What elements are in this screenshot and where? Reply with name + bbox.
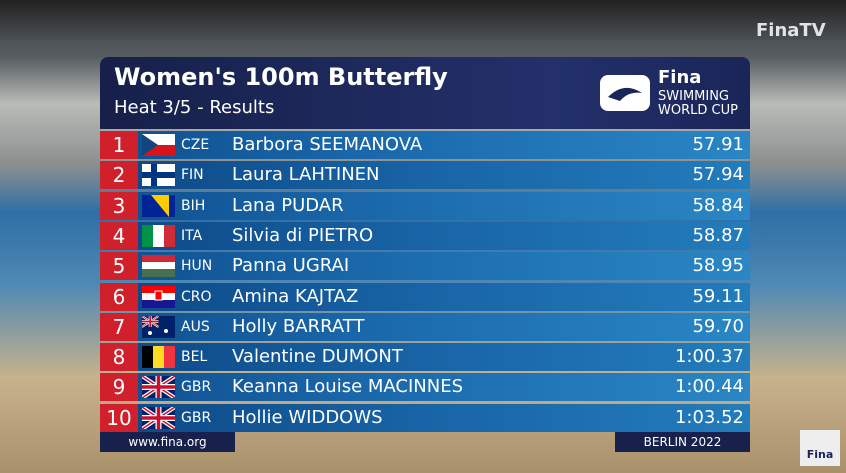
time: 59.11 bbox=[692, 285, 744, 307]
country-code: AUS bbox=[181, 318, 210, 335]
swimmer-name: Panna UGRAI bbox=[232, 255, 350, 277]
rank: 7 bbox=[100, 312, 138, 341]
time: 1:00.37 bbox=[674, 346, 744, 368]
rank: 10 bbox=[100, 403, 138, 432]
title: Women's 100m Butterfly bbox=[114, 63, 448, 91]
roof bbox=[0, 0, 846, 40]
flag bbox=[141, 314, 175, 342]
time: 59.70 bbox=[692, 315, 744, 337]
result-row: 10 GBR Hollie WIDDOWS 1:03.52 bbox=[100, 403, 750, 433]
result-row: 5 HUN Panna UGRAI 58.95 bbox=[100, 252, 750, 281]
logo-icon bbox=[600, 75, 650, 111]
subtitle: Heat 3/5 - Results bbox=[114, 97, 275, 118]
rank: 9 bbox=[100, 373, 138, 402]
result-row: 9 GBR Keanna Louise MACINNES 1:00.44 bbox=[100, 373, 750, 402]
rank: 4 bbox=[100, 221, 138, 250]
flag bbox=[140, 405, 177, 433]
rank: 6 bbox=[100, 282, 138, 311]
swimmer-name: Lana PUDAR bbox=[232, 194, 344, 216]
flag bbox=[142, 285, 175, 312]
flag bbox=[142, 164, 175, 190]
country-code: ITA bbox=[181, 227, 203, 244]
result-row: 7 AUS Holly BARRATT 59.70 bbox=[100, 312, 750, 342]
time: 57.94 bbox=[692, 164, 744, 186]
swimmer-name: Silvia di PIETRO bbox=[232, 224, 374, 246]
time: 1:03.52 bbox=[674, 406, 744, 428]
time: 58.87 bbox=[692, 224, 744, 246]
flag bbox=[140, 374, 177, 402]
result-row: 8 BEL Valentine DUMONT 1:00.37 bbox=[100, 343, 750, 372]
flag bbox=[142, 134, 175, 160]
time: 58.95 bbox=[692, 255, 744, 277]
time: 1:00.44 bbox=[674, 376, 744, 398]
swimmer-name: Amina KAJTAZ bbox=[232, 285, 359, 307]
logo-brand: Fina bbox=[658, 67, 702, 88]
country-code: GBR bbox=[181, 409, 212, 426]
website: www.fina.org bbox=[100, 432, 235, 452]
rank: 1 bbox=[100, 131, 138, 159]
rank: 5 bbox=[100, 252, 138, 281]
swimmer-name: Keanna Louise MACINNES bbox=[232, 376, 464, 398]
result-row: 6 CRO Amina KAJTAZ 59.11 bbox=[100, 282, 750, 312]
swimmer-name: Barbora SEEMANOVA bbox=[232, 134, 423, 155]
watermark: FinaTV bbox=[756, 20, 826, 41]
country-code: CZE bbox=[181, 137, 210, 153]
country-code: CRO bbox=[181, 288, 212, 305]
rank: 3 bbox=[100, 191, 138, 220]
corner-logo: Fina bbox=[800, 430, 840, 466]
country-code: BEL bbox=[181, 349, 208, 366]
results-panel: Women's 100m Butterfly Heat 3/5 - Result… bbox=[100, 57, 750, 452]
result-row: 4 ITA Silvia di PIETRO 58.87 bbox=[100, 221, 750, 251]
flag bbox=[142, 224, 175, 251]
swimmer-name: Hollie WIDDOWS bbox=[232, 406, 383, 428]
rank: 2 bbox=[100, 161, 138, 190]
result-row: 3 BIH Lana PUDAR 58.84 bbox=[100, 191, 750, 221]
rank: 8 bbox=[100, 343, 138, 372]
swimmer-name: Holly BARRATT bbox=[232, 315, 365, 337]
result-row: 1 CZE Barbora SEEMANOVA 57.91 bbox=[100, 131, 750, 159]
flag bbox=[142, 194, 175, 221]
country-code: FIN bbox=[181, 167, 204, 184]
time: 57.91 bbox=[692, 134, 744, 155]
country-code: HUN bbox=[181, 258, 213, 275]
header: Women's 100m Butterfly Heat 3/5 - Result… bbox=[100, 57, 750, 129]
flag bbox=[142, 346, 175, 372]
swimmer-name: Valentine DUMONT bbox=[232, 346, 403, 368]
logo-line: WORLD CUP bbox=[658, 103, 738, 118]
time: 58.84 bbox=[692, 194, 744, 216]
result-row: 2 FIN Laura LAHTINEN 57.94 bbox=[100, 161, 750, 190]
country-code: GBR bbox=[181, 379, 212, 396]
location: BERLIN 2022 bbox=[615, 432, 750, 452]
country-code: BIH bbox=[181, 197, 206, 214]
logo-line: SWIMMING bbox=[658, 89, 730, 104]
flag bbox=[142, 255, 175, 281]
logo: Fina SWIMMING WORLD CUP bbox=[598, 67, 738, 123]
results: 1 CZE Barbora SEEMANOVA 57.91 2 FIN Laura LAHT… bbox=[100, 131, 750, 433]
swimmer-name: Laura LAHTINEN bbox=[232, 164, 380, 186]
